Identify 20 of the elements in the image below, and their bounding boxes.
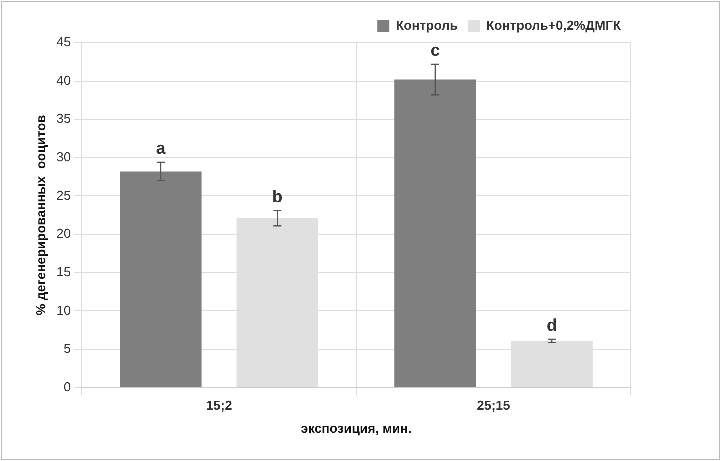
data-label: b xyxy=(272,187,283,206)
data-label: c xyxy=(430,41,440,60)
y-tick-label: 10 xyxy=(56,302,72,318)
x-tick-label: 15;2 xyxy=(206,398,232,414)
legend-label: Контроль+0,2%ДМГК xyxy=(486,18,622,34)
x-axis-title: экспозиция, мин. xyxy=(301,420,412,436)
y-tick-label: 25 xyxy=(56,188,72,203)
y-tick-label: 15 xyxy=(56,264,72,280)
y-tick-label: 5 xyxy=(64,341,72,356)
data-label: a xyxy=(156,139,166,158)
data-label: d xyxy=(546,316,558,336)
y-tick-label: 40 xyxy=(56,72,72,88)
legend-label: Контроль xyxy=(396,18,458,34)
y-tick-label: 35 xyxy=(56,111,72,126)
y-tick-label: 20 xyxy=(56,226,72,242)
y-axis-title: % дегенерированных ооцитов xyxy=(33,115,48,316)
y-tick-label: 45 xyxy=(56,34,72,50)
y-tick-label: 0 xyxy=(64,379,72,394)
y-tick-label: 30 xyxy=(56,150,72,165)
x-tick-label: 25;15 xyxy=(477,398,510,414)
